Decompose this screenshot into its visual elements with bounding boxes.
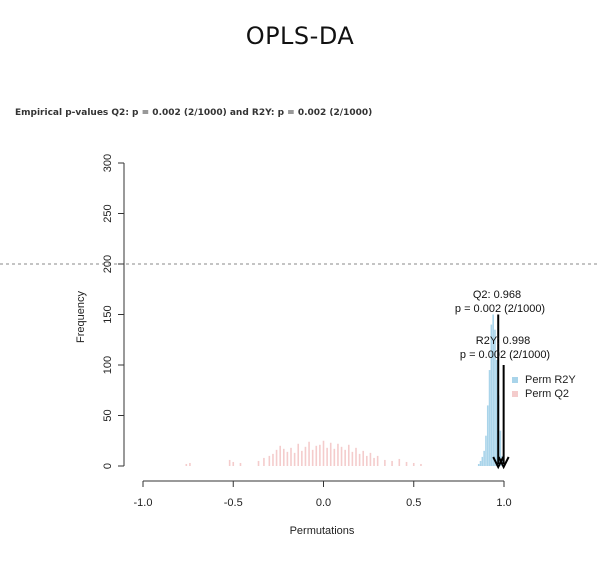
histogram-bar — [301, 450, 303, 466]
histogram-bar — [263, 457, 265, 466]
chart-axes: 0 50 100 150 200 250 300 Frequency -1.0 -0.5 0.0 0.… — [75, 154, 512, 537]
chart-subtitle: Empirical p-values Q2: p = 0.002 (2/1000… — [15, 108, 373, 118]
histogram-bar — [297, 443, 300, 466]
observed-arrow-q2 — [492, 314, 505, 470]
x-tick-label: -1.0 — [134, 497, 153, 509]
q2-value-label: Q2: 0.968 — [473, 289, 521, 301]
y-tick-label: 300 — [102, 154, 114, 172]
histogram-bar — [398, 458, 401, 466]
histogram-bar — [347, 444, 350, 466]
histogram-bar — [479, 460, 482, 466]
histogram-bar — [282, 448, 285, 466]
histogram-bar — [481, 456, 484, 466]
histogram-bar — [329, 442, 332, 466]
histogram-bar — [189, 462, 191, 466]
histogram-bar — [488, 370, 491, 466]
legend-entry-perm-r2y: Perm R2Y — [512, 374, 576, 386]
histogram-bar — [495, 359, 498, 466]
histogram-bar — [257, 460, 260, 466]
histogram-bar — [272, 453, 274, 466]
histogram-bar — [376, 455, 379, 466]
histogram-bar — [337, 443, 339, 466]
y-tick-label: 150 — [102, 305, 114, 323]
x-tick-label: 0.0 — [316, 497, 331, 509]
histogram-bar — [290, 447, 292, 466]
x-tick-label: 1.0 — [496, 497, 511, 509]
histogram-bar — [351, 451, 354, 466]
y-tick-label: 0 — [102, 463, 114, 469]
legend-swatch — [512, 377, 518, 383]
series-perm-q2 — [185, 440, 422, 466]
legend-swatch — [512, 391, 518, 397]
histogram-bar — [315, 445, 318, 466]
histogram-bar — [279, 445, 281, 466]
histogram-bar — [405, 461, 408, 466]
arrow-head — [492, 456, 505, 470]
arrow-head — [497, 456, 510, 470]
observed-arrow-r2y — [497, 365, 510, 470]
histogram-bar — [319, 444, 321, 466]
histogram-bar — [391, 460, 393, 466]
histogram-bar — [362, 450, 365, 466]
histogram-bar — [420, 463, 422, 466]
r2y-pvalue-label: p = 0.002 (2/1000) — [460, 349, 550, 361]
histogram-bar — [483, 450, 485, 466]
x-axis-title: Permutations — [290, 525, 355, 537]
y-tick-label: 100 — [102, 356, 114, 374]
histogram-bar — [275, 449, 278, 466]
histogram-bar — [490, 324, 493, 466]
page-title: OPLS-DA — [245, 22, 355, 50]
r2y-value-label: R2Y: 0.998 — [476, 335, 530, 347]
q2-pvalue-label: p = 0.002 (2/1000) — [455, 303, 545, 315]
histogram-bar — [308, 441, 310, 466]
histogram-bar — [340, 446, 343, 466]
histogram-bars — [185, 314, 503, 466]
legend-label: Perm Q2 — [525, 388, 569, 400]
y-tick-label: 250 — [102, 204, 114, 222]
histogram-bar — [355, 447, 357, 466]
y-axis-title: Frequency — [75, 291, 87, 343]
histogram-bar — [485, 435, 487, 466]
legend-label: Perm R2Y — [525, 374, 576, 386]
x-tick-label: -0.5 — [224, 497, 243, 509]
histogram-bar — [499, 430, 502, 466]
histogram-bar — [326, 447, 328, 466]
histogram-bar — [228, 459, 231, 466]
histogram-bar — [486, 405, 489, 466]
histogram-bar — [268, 455, 271, 466]
histogram-bar — [311, 449, 314, 466]
histogram-bar — [384, 459, 386, 466]
histogram-bar — [412, 462, 415, 466]
histogram-bar — [239, 462, 242, 466]
y-tick-label: 50 — [102, 409, 114, 421]
histogram-bar — [492, 314, 494, 466]
observed-annotations: Q2: 0.968 p = 0.002 (2/1000) R2Y: 0.998 p =… — [455, 289, 550, 361]
x-tick-label: 0.5 — [406, 497, 421, 509]
histogram-bar — [494, 329, 496, 466]
histogram-bar — [232, 461, 235, 466]
legend-entry-perm-q2: Perm Q2 — [512, 388, 569, 400]
histogram-bar — [369, 452, 372, 466]
histogram-bar — [322, 440, 325, 466]
histogram-bar — [304, 446, 307, 466]
histogram-bar — [358, 453, 361, 466]
histogram-bar — [333, 448, 336, 466]
histogram-bar — [366, 455, 368, 466]
observed-arrows — [492, 314, 510, 470]
histogram-bar — [373, 457, 375, 466]
chart-legend: Perm R2Y Perm Q2 — [512, 374, 576, 400]
histogram-bar — [293, 452, 296, 466]
y-tick-label: 200 — [102, 255, 114, 273]
histogram-bar — [477, 463, 480, 466]
histogram-bar — [286, 451, 289, 466]
histogram-bar — [344, 449, 346, 466]
histogram-bar — [185, 463, 188, 466]
